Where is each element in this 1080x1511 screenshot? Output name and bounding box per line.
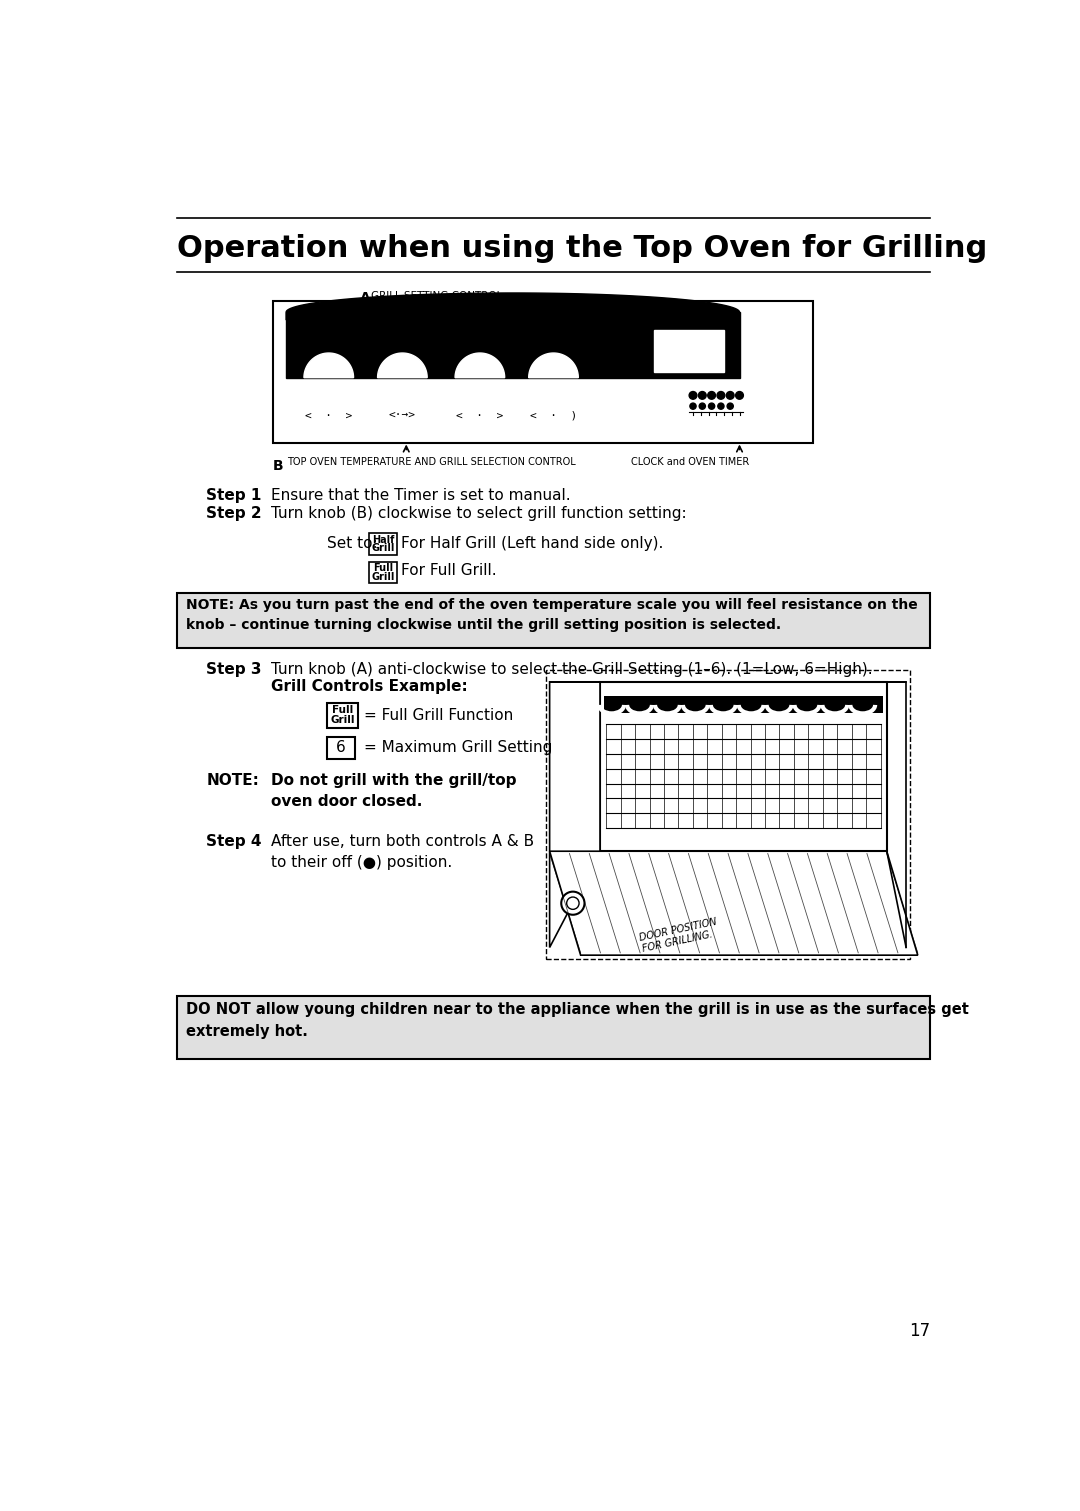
Circle shape xyxy=(567,898,579,910)
Polygon shape xyxy=(550,851,918,955)
Text: <  ·  >: < · > xyxy=(306,411,352,420)
Circle shape xyxy=(689,391,697,399)
Text: TOP OVEN TEMPERATURE AND GRILL SELECTION CONTROL: TOP OVEN TEMPERATURE AND GRILL SELECTION… xyxy=(287,456,576,467)
Text: B: B xyxy=(273,458,284,473)
Polygon shape xyxy=(455,354,504,378)
Circle shape xyxy=(699,391,706,399)
Text: 17: 17 xyxy=(909,1322,930,1340)
Circle shape xyxy=(718,403,724,409)
Bar xyxy=(177,996,930,1059)
Text: <  ·  ): < · ) xyxy=(530,411,577,420)
Bar xyxy=(600,681,887,851)
Text: Step 1: Step 1 xyxy=(206,488,261,503)
Text: Do not grill with the grill/top
oven door closed.: Do not grill with the grill/top oven doo… xyxy=(271,772,516,808)
Bar xyxy=(286,313,740,378)
Text: Full: Full xyxy=(332,706,353,715)
Bar xyxy=(654,329,724,372)
Polygon shape xyxy=(303,354,353,378)
Text: Ensure that the Timer is set to manual.: Ensure that the Timer is set to manual. xyxy=(271,488,570,503)
Text: DO NOT allow young children near to the appliance when the grill is in use as th: DO NOT allow young children near to the … xyxy=(186,1002,969,1038)
Text: Grill: Grill xyxy=(372,544,394,553)
Text: Full: Full xyxy=(373,564,393,573)
Circle shape xyxy=(735,391,743,399)
Circle shape xyxy=(562,891,584,914)
Text: Grill Controls Example:: Grill Controls Example: xyxy=(271,678,468,694)
Circle shape xyxy=(690,403,697,409)
Circle shape xyxy=(708,403,715,409)
Text: <  ·  >: < · > xyxy=(456,411,503,420)
Text: For Full Grill.: For Full Grill. xyxy=(401,564,497,579)
Text: Set to:: Set to: xyxy=(327,535,378,550)
Text: Step 4: Step 4 xyxy=(206,834,261,849)
Text: After use, turn both controls A & B
to their off (●) position.: After use, turn both controls A & B to t… xyxy=(271,834,534,870)
Bar xyxy=(273,301,813,443)
Circle shape xyxy=(727,391,734,399)
Circle shape xyxy=(727,403,733,409)
Text: 6: 6 xyxy=(336,740,346,756)
Bar xyxy=(327,737,355,759)
Text: Turn knob (A) anti-clockwise to select the Grill Setting (1–6). (1=Low, 6=High).: Turn knob (A) anti-clockwise to select t… xyxy=(271,662,873,677)
Circle shape xyxy=(699,403,705,409)
Text: = Full Grill Function: = Full Grill Function xyxy=(364,709,513,722)
Polygon shape xyxy=(529,354,578,378)
Text: NOTE: As you turn past the end of the oven temperature scale you will feel resis: NOTE: As you turn past the end of the ov… xyxy=(186,598,918,632)
Polygon shape xyxy=(286,293,740,320)
Text: Half: Half xyxy=(372,535,394,545)
Polygon shape xyxy=(378,354,428,378)
Text: Grill: Grill xyxy=(372,571,394,582)
Polygon shape xyxy=(550,681,600,947)
Bar xyxy=(545,671,910,959)
Text: Step 3: Step 3 xyxy=(206,662,261,677)
Bar xyxy=(369,562,397,583)
Circle shape xyxy=(717,391,725,399)
Text: For Half Grill (Left hand side only).: For Half Grill (Left hand side only). xyxy=(401,535,663,550)
Text: = Maximum Grill Setting: = Maximum Grill Setting xyxy=(364,740,552,756)
Bar xyxy=(369,533,397,555)
Text: DOOR POSITION
FOR GRILLING.: DOOR POSITION FOR GRILLING. xyxy=(638,917,720,955)
Text: Step 2: Step 2 xyxy=(206,506,262,521)
Text: Turn knob (B) clockwise to select grill function setting:: Turn knob (B) clockwise to select grill … xyxy=(271,506,686,521)
Text: CLOCK and OVEN TIMER: CLOCK and OVEN TIMER xyxy=(631,456,750,467)
Text: Operation when using the Top Oven for Grilling: Operation when using the Top Oven for Gr… xyxy=(177,234,987,263)
Text: A: A xyxy=(360,290,370,305)
Text: NOTE:: NOTE: xyxy=(206,772,259,787)
Text: Grill: Grill xyxy=(330,715,355,725)
Bar xyxy=(177,592,930,648)
Bar xyxy=(604,695,882,713)
Text: <·→>: <·→> xyxy=(389,411,416,420)
Text: GRILL SETTING CONTROL: GRILL SETTING CONTROL xyxy=(370,290,502,301)
Bar xyxy=(327,704,359,728)
Circle shape xyxy=(707,391,715,399)
